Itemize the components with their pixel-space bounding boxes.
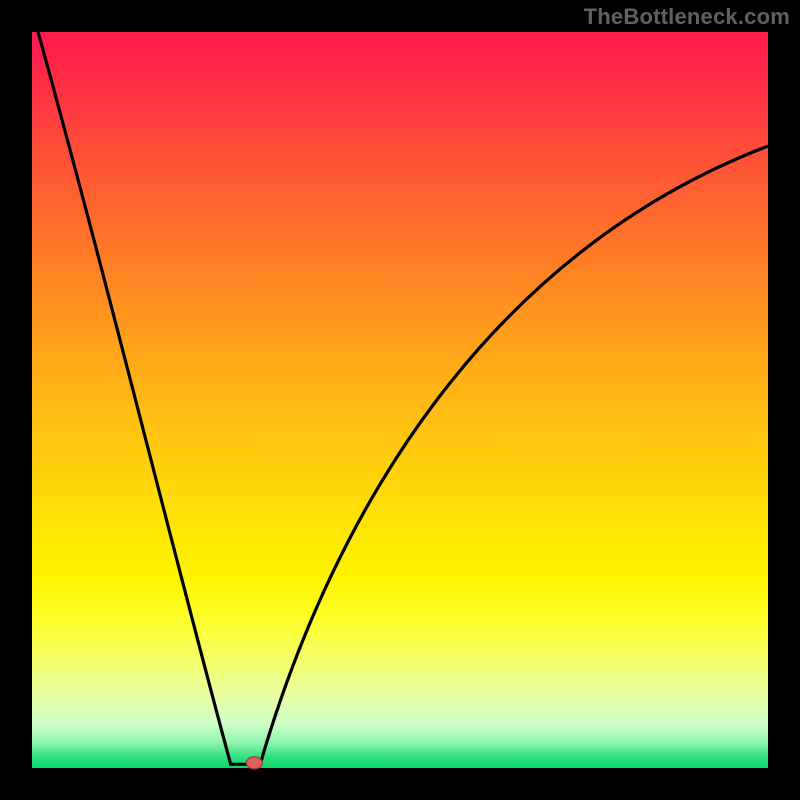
canvas: TheBottleneck.com <box>0 0 800 800</box>
optimal-marker <box>246 757 262 769</box>
plot-background <box>32 32 768 768</box>
chart-svg <box>0 0 800 800</box>
